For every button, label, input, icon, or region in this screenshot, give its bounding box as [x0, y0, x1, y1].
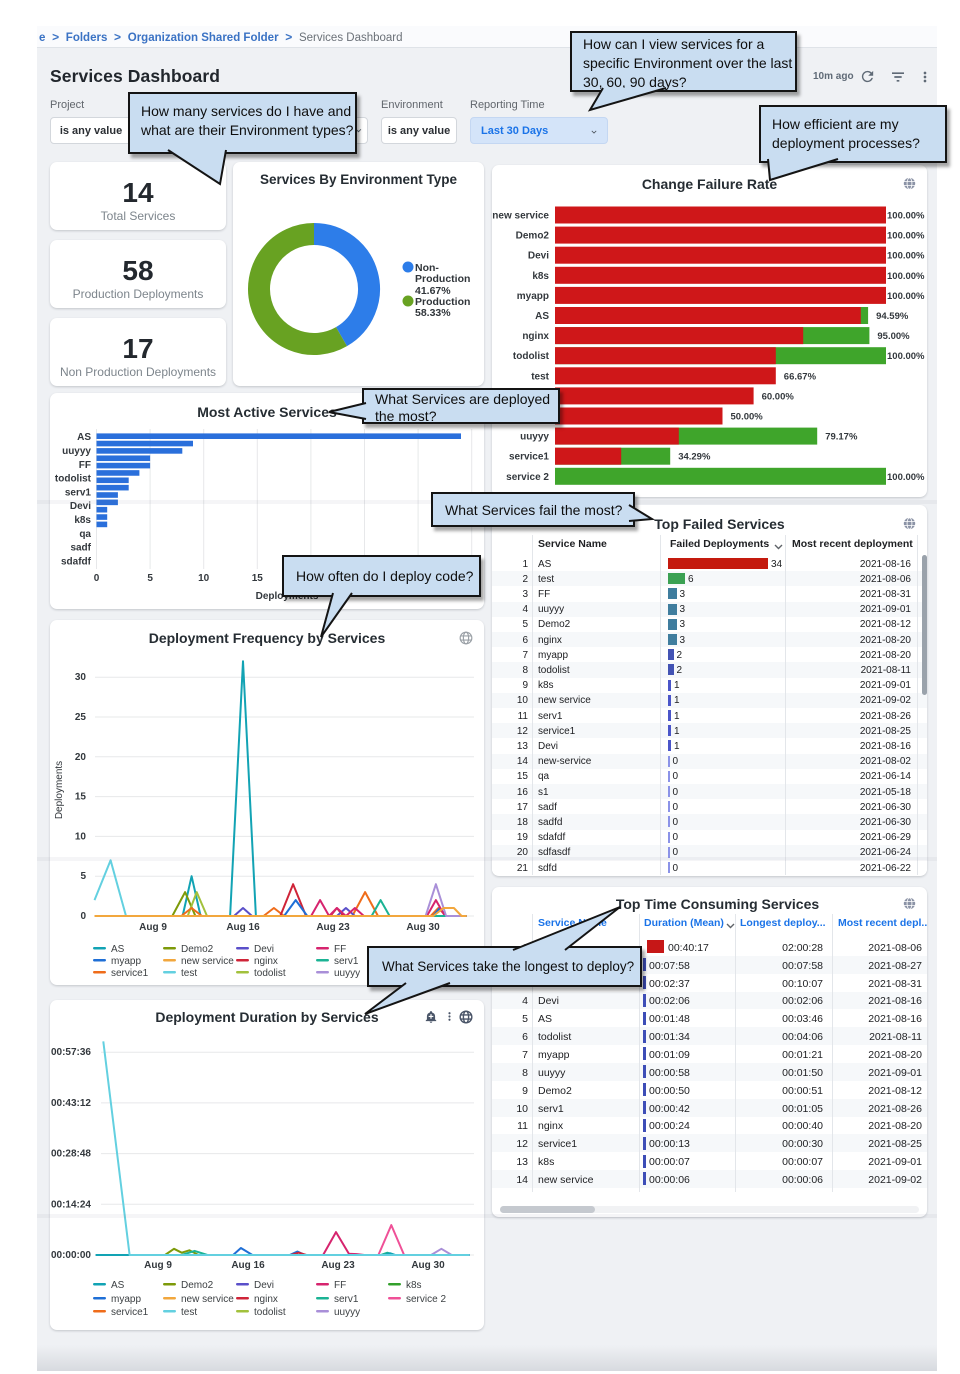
svg-text:uuyyy: uuyyy: [520, 432, 549, 443]
svg-text:qa: qa: [79, 529, 91, 540]
svg-text:nginx: nginx: [522, 331, 549, 342]
svg-text:todolist: todolist: [254, 968, 286, 979]
svg-text:service1: service1: [111, 968, 149, 979]
svg-text:50.00%: 50.00%: [731, 412, 764, 423]
svg-text:uuyyy: uuyyy: [334, 968, 360, 979]
svg-text:test: test: [181, 1307, 197, 1318]
svg-text:AS: AS: [111, 1280, 125, 1291]
svg-text:Aug 16: Aug 16: [231, 1260, 265, 1271]
svg-text:79.17%: 79.17%: [825, 432, 858, 443]
svg-text:k8s: k8s: [532, 271, 549, 282]
svg-text:15: 15: [75, 792, 87, 803]
svg-text:66.67%: 66.67%: [784, 371, 817, 382]
svg-text:100.00%: 100.00%: [887, 351, 925, 362]
svg-text:25: 25: [75, 712, 87, 723]
svg-text:k8s: k8s: [406, 1280, 422, 1291]
svg-text:new service: new service: [181, 956, 234, 967]
svg-text:myapp: myapp: [517, 291, 549, 302]
svg-text:todolist: todolist: [513, 351, 550, 362]
svg-text:Devi: Devi: [254, 944, 274, 955]
svg-text:sadf: sadf: [70, 543, 91, 554]
svg-text:serv1: serv1: [334, 956, 359, 967]
svg-text:test: test: [531, 371, 549, 382]
svg-text:00:14:24: 00:14:24: [51, 1199, 91, 1210]
svg-text:service1: service1: [509, 452, 549, 463]
svg-text:todolist: todolist: [254, 1307, 286, 1318]
svg-text:k8s: k8s: [74, 515, 91, 526]
svg-text:100.00%: 100.00%: [887, 472, 925, 483]
svg-text:service1: service1: [111, 1307, 149, 1318]
svg-text:serv1: serv1: [334, 1294, 359, 1305]
svg-text:Deployments: Deployments: [54, 761, 65, 819]
svg-text:5: 5: [80, 871, 86, 882]
svg-text:34.29%: 34.29%: [678, 452, 711, 463]
svg-text:Aug 9: Aug 9: [144, 1260, 172, 1271]
svg-text:FF: FF: [334, 1280, 346, 1291]
svg-text:15: 15: [252, 573, 264, 584]
svg-text:new service: new service: [492, 211, 549, 222]
svg-text:Devi: Devi: [528, 251, 549, 262]
svg-text:10: 10: [198, 573, 210, 584]
svg-text:nginx: nginx: [254, 1294, 278, 1305]
svg-text:AS: AS: [535, 311, 549, 322]
svg-text:100.00%: 100.00%: [887, 271, 925, 282]
svg-text:Demo2: Demo2: [181, 1280, 214, 1291]
svg-text:FF: FF: [334, 944, 346, 955]
svg-text:00:57:36: 00:57:36: [51, 1047, 91, 1058]
svg-text:service 2: service 2: [506, 472, 549, 483]
svg-text:serv1: serv1: [65, 487, 92, 498]
svg-text:Demo2: Demo2: [516, 231, 550, 242]
svg-text:uuyyy: uuyyy: [334, 1307, 360, 1318]
svg-text:uuyyy: uuyyy: [62, 446, 91, 457]
svg-text:Aug 23: Aug 23: [316, 922, 350, 933]
svg-text:10: 10: [75, 831, 87, 842]
svg-text:00:28:48: 00:28:48: [51, 1149, 91, 1160]
svg-text:myapp: myapp: [111, 1294, 141, 1305]
svg-text:Aug 23: Aug 23: [321, 1260, 355, 1271]
svg-text:30: 30: [75, 672, 87, 683]
svg-text:new service: new service: [181, 1294, 234, 1305]
svg-text:Aug 9: Aug 9: [139, 922, 167, 933]
svg-text:Demo2: Demo2: [181, 944, 214, 955]
svg-text:100.00%: 100.00%: [887, 231, 925, 242]
svg-text:test: test: [181, 968, 197, 979]
svg-text:AS: AS: [77, 432, 91, 443]
svg-text:todolist: todolist: [55, 474, 92, 485]
svg-text:nginx: nginx: [254, 956, 278, 967]
svg-text:FF: FF: [79, 460, 91, 471]
svg-text:00:43:12: 00:43:12: [51, 1098, 91, 1109]
svg-text:Devi: Devi: [70, 501, 91, 512]
svg-text:0: 0: [94, 573, 100, 584]
svg-text:sdafdf: sdafdf: [61, 556, 92, 567]
svg-text:Devi: Devi: [254, 1280, 274, 1291]
svg-text:100.00%: 100.00%: [887, 291, 925, 302]
svg-text:AS: AS: [111, 944, 125, 955]
svg-text:myapp: myapp: [111, 956, 141, 967]
svg-text:Aug 30: Aug 30: [406, 922, 440, 933]
svg-text:0: 0: [80, 911, 86, 922]
svg-text:20: 20: [75, 752, 87, 763]
svg-text:100.00%: 100.00%: [887, 211, 925, 222]
svg-text:94.59%: 94.59%: [876, 311, 909, 322]
svg-text:Aug 30: Aug 30: [411, 1260, 445, 1271]
svg-text:service 2: service 2: [406, 1294, 446, 1305]
svg-text:5: 5: [147, 573, 153, 584]
svg-text:100.00%: 100.00%: [887, 251, 925, 262]
svg-text:Aug 16: Aug 16: [226, 922, 260, 933]
svg-text:95.00%: 95.00%: [877, 331, 910, 342]
svg-text:00:00:00: 00:00:00: [51, 1250, 91, 1261]
svg-text:60.00%: 60.00%: [762, 391, 795, 402]
